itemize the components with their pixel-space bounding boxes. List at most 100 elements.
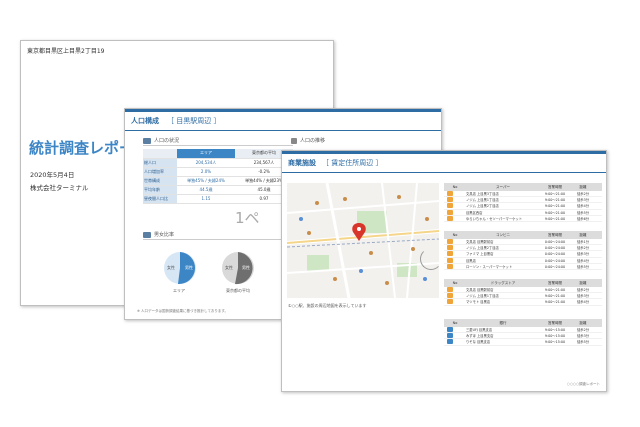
table-header: エリア [177, 149, 235, 159]
facility-table-header: No スーパー 営業時間 距離 [444, 183, 602, 191]
facility-dist: 徒歩3分 [577, 198, 589, 203]
cover-date: 2020年5月4日 [30, 171, 75, 179]
facility-hours: 0:00～24:00 [544, 240, 566, 245]
facility-marker-icon [447, 257, 453, 263]
gender-pie-area [164, 252, 196, 285]
cover-company: 株式会社ターミナル [30, 184, 89, 192]
area-map[interactable] [287, 183, 439, 298]
column-header: 営業時間 [548, 184, 562, 189]
population-note: ※ 人口データは国勢調査結果に基づき推計しております。 [137, 309, 228, 313]
facility-dist: 徒歩5分 [577, 340, 589, 345]
facility-dist: 徒歩2分 [577, 328, 589, 333]
column-header: No [452, 281, 458, 285]
facility-dist: 徒歩2分 [577, 192, 589, 197]
facility-name: ノジム 上目黒2丁目店 [466, 204, 499, 209]
facility-marker-icon [447, 197, 453, 203]
facility-hours: 9:00～21:00 [544, 300, 566, 305]
facility-dist: 徒歩4分 [577, 204, 589, 209]
table-row: 総人口 204,534人 234,567人 [143, 158, 293, 168]
facility-table: Noスーパー営業時間距離1文具店 上目黒3丁目店9:00～21:00徒歩2分2ノ… [444, 183, 602, 222]
facility-hours: 9:00～21:00 [544, 192, 566, 197]
table-row: 昼夜間人口比 1.15 0.97 [143, 194, 293, 204]
facility-dist: 徒歩1分 [577, 240, 589, 245]
facility-dist: 徒歩5分 [577, 210, 589, 215]
facility-dist: 徒歩6分 [577, 216, 589, 221]
decorative-arc [420, 248, 442, 270]
divider [143, 145, 293, 146]
facility-dist: 徒歩4分 [577, 258, 589, 263]
section-trend: 人口の推移 [291, 137, 325, 144]
table-row: 人口増加率 2.0% -0.2% [143, 167, 293, 177]
facility-dist: 徒歩5分 [577, 264, 589, 269]
pie-caption: エリア [173, 288, 185, 293]
chart-icon [291, 137, 297, 144]
pie-label: 女性 [225, 265, 233, 270]
facility-table: Noドラッグストア営業時間距離1文具店 目黒駅前店9:00～21:00徒歩2分2… [444, 279, 602, 306]
column-header: 営業時間 [548, 232, 562, 237]
map-caption: ①○○駅、施設の周辺地図を表示しています [288, 303, 367, 308]
facility-marker-icon [447, 327, 453, 333]
column-header: No [452, 185, 458, 189]
map-graphic [287, 183, 439, 298]
people-icon [143, 137, 151, 144]
facility-name: ノジム 上目黒1丁目店 [466, 198, 499, 203]
facility-hours: 0:00～24:00 [544, 258, 566, 263]
facility-hours: 9:00～21:00 [544, 288, 566, 293]
facilities-title: 商業施設 [288, 159, 316, 167]
facility-name: りそな 目黒支店 [466, 340, 491, 345]
facility-name: 三菱UFJ 目黒支店 [466, 328, 493, 333]
facility-marker-icon [447, 293, 453, 299]
column-header: ドラッグストア [490, 280, 516, 285]
facility-hours: 0:00～24:00 [544, 252, 566, 257]
facility-hours: 9:00～21:00 [544, 204, 566, 209]
cover-title: 統計調査レポー [29, 139, 135, 157]
facility-name: ゆらいちゃん・セツーパーマーケット [466, 216, 523, 221]
pie-label: 男性 [242, 265, 250, 270]
facility-name: ノジム 上目黒1丁目店 [466, 294, 499, 299]
column-header: スーパー [496, 184, 510, 189]
facility-name: 文具店 目黒駅前店 [466, 240, 494, 245]
population-table: エリア 東京都の平均 総人口 204,534人 234,567人 人口増加率 2… [143, 149, 293, 204]
facility-marker-icon [447, 287, 453, 293]
facility-marker-icon [447, 263, 453, 269]
gender-pie-tokyo [222, 252, 254, 285]
facility-marker-icon [447, 251, 453, 257]
page-footer: ○○○○調査レポート [566, 382, 600, 386]
facility-marker-icon [447, 239, 453, 245]
facility-hours: 9:00～15:00 [544, 334, 566, 339]
pie-label: 女性 [167, 265, 175, 270]
facility-table-header: No ドラッグストア 営業時間 距離 [444, 279, 602, 287]
facility-name: 文具店 目黒駅前店 [466, 288, 494, 293]
table-header [143, 149, 177, 159]
facility-dist: 徒歩3分 [577, 252, 589, 257]
facility-hours: 0:00～24:00 [544, 246, 566, 251]
table-row: 平均年齢 44.5歳 45.0歳 [143, 185, 293, 195]
facility-name: ノジム 上目黒2丁目店 [466, 246, 499, 251]
column-header: 営業時間 [548, 320, 562, 325]
facility-marker-icon [447, 299, 453, 305]
column-header: 距離 [579, 184, 587, 189]
section-population: 人口の状況 [143, 137, 179, 144]
facility-name: みずほ 上目黒支店 [466, 334, 494, 339]
pie-caption: 東京都の平均 [226, 288, 250, 293]
facility-marker-icon [447, 215, 453, 221]
population-title: 人口構成 [131, 117, 159, 125]
facility-hours: 9:00～15:00 [544, 328, 566, 333]
facility-name: ファミマ 上目黒店 [466, 252, 494, 257]
